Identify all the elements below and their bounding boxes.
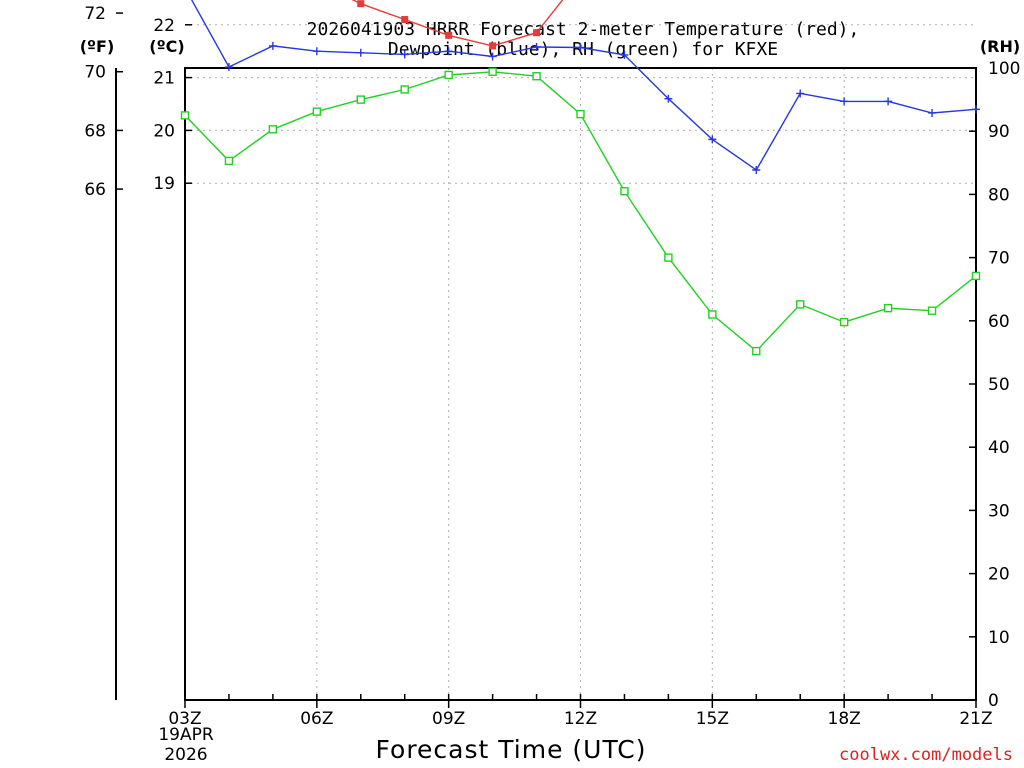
rh-tick-label: 100 [988, 59, 1020, 79]
rh-tick-label: 60 [988, 312, 1010, 332]
x-tick-label: 21Z [959, 709, 992, 729]
rh-point [356, 95, 365, 104]
credit-label: coolwx.com/models [839, 745, 1013, 765]
rh-point [708, 310, 717, 319]
dewpoint-point [224, 63, 233, 72]
rh-point [927, 306, 937, 315]
x-tick-label: 06Z [300, 709, 333, 729]
date-label-day: 19APR [158, 725, 214, 745]
rh-point [532, 72, 541, 81]
dewpoint-point [752, 166, 761, 174]
dewpoint-point [796, 89, 805, 98]
2-meter-temperature-point [533, 29, 541, 37]
x-tick-label: 12Z [564, 709, 597, 729]
rh-point [268, 125, 278, 134]
2-meter-temperature-point [445, 31, 453, 39]
fahrenheit-unit-label: (ºF) [80, 37, 115, 56]
rh-tick-label: 90 [988, 122, 1010, 142]
rh-tick-label: 30 [988, 501, 1010, 521]
fahrenheit-tick-label: 66 [84, 180, 106, 200]
dewpoint-point [840, 97, 849, 106]
rh-point [796, 300, 805, 309]
series [180, 0, 981, 356]
x-tick-label: 18Z [828, 709, 861, 729]
2-meter-temperature-point [489, 42, 497, 50]
fahrenheit-tick-label: 72 [84, 4, 106, 24]
rh-point [752, 346, 761, 356]
rh-point [620, 187, 629, 196]
grid [185, 24, 976, 700]
dewpoint-point [928, 108, 937, 117]
dewpoint-point [268, 41, 277, 50]
rh-point [488, 67, 497, 76]
rh-point [180, 111, 190, 120]
date-label-year: 2026 [164, 745, 207, 765]
chart-title-line2: Dewpoint (blue), RH (green) for KFXE [388, 39, 778, 60]
plot-frame [184, 67, 977, 701]
2-meter-temperature-point [401, 16, 409, 24]
fahrenheit-tick-label: 70 [84, 63, 106, 83]
rh-tick-label: 20 [988, 565, 1010, 585]
x-tick-label: 03Z [168, 709, 201, 729]
rh-point [576, 109, 585, 119]
fahrenheit-tick-label: 68 [84, 121, 106, 141]
dewpoint-point [488, 52, 497, 61]
rh-point [883, 303, 893, 313]
rh-point [664, 253, 673, 262]
celsius-unit-label: (ºC) [149, 37, 184, 56]
rh-unit-label: (RH) [980, 37, 1020, 56]
dewpoint-point [708, 135, 717, 144]
rh-point [971, 271, 981, 281]
rh-tick-label: 0 [988, 691, 999, 711]
chart-title-line1: 2026041903 HRRR Forecast 2-meter Tempera… [307, 19, 860, 40]
rh-tick-label: 50 [988, 375, 1010, 395]
dewpoint-point [400, 50, 409, 59]
rh-tick-label: 40 [988, 438, 1010, 458]
rh-point [839, 317, 849, 327]
rh-tick-label: 80 [988, 185, 1010, 205]
x-tick-label: 15Z [696, 709, 729, 729]
rh-point [312, 107, 322, 116]
2-meter-temperature-point [357, 0, 365, 8]
dewpoint-point [620, 50, 629, 59]
dewpoint-point [884, 97, 893, 106]
dewpoint-point [356, 48, 365, 57]
celsius-tick-label: 22 [153, 16, 175, 36]
x-axis-label: Forecast Time (UTC) [376, 735, 647, 764]
dewpoint-point [444, 47, 453, 56]
rh-point [224, 156, 234, 166]
celsius-tick-label: 20 [153, 121, 175, 141]
axes: 6668707274767880828486192021222324252627… [84, 4, 1020, 729]
celsius-tick-label: 19 [153, 174, 175, 194]
rh-point [444, 70, 453, 80]
rh-tick-label: 70 [988, 249, 1010, 269]
dewpoint-point [312, 47, 321, 56]
dewpoint-point [576, 43, 585, 52]
rh-tick-label: 10 [988, 628, 1010, 648]
celsius-tick-label: 21 [153, 69, 175, 89]
dewpoint-point [532, 42, 541, 51]
rh-point [400, 85, 409, 94]
dewpoint-point [972, 105, 980, 114]
dewpoint-point [664, 94, 673, 103]
x-tick-label: 09Z [432, 709, 465, 729]
